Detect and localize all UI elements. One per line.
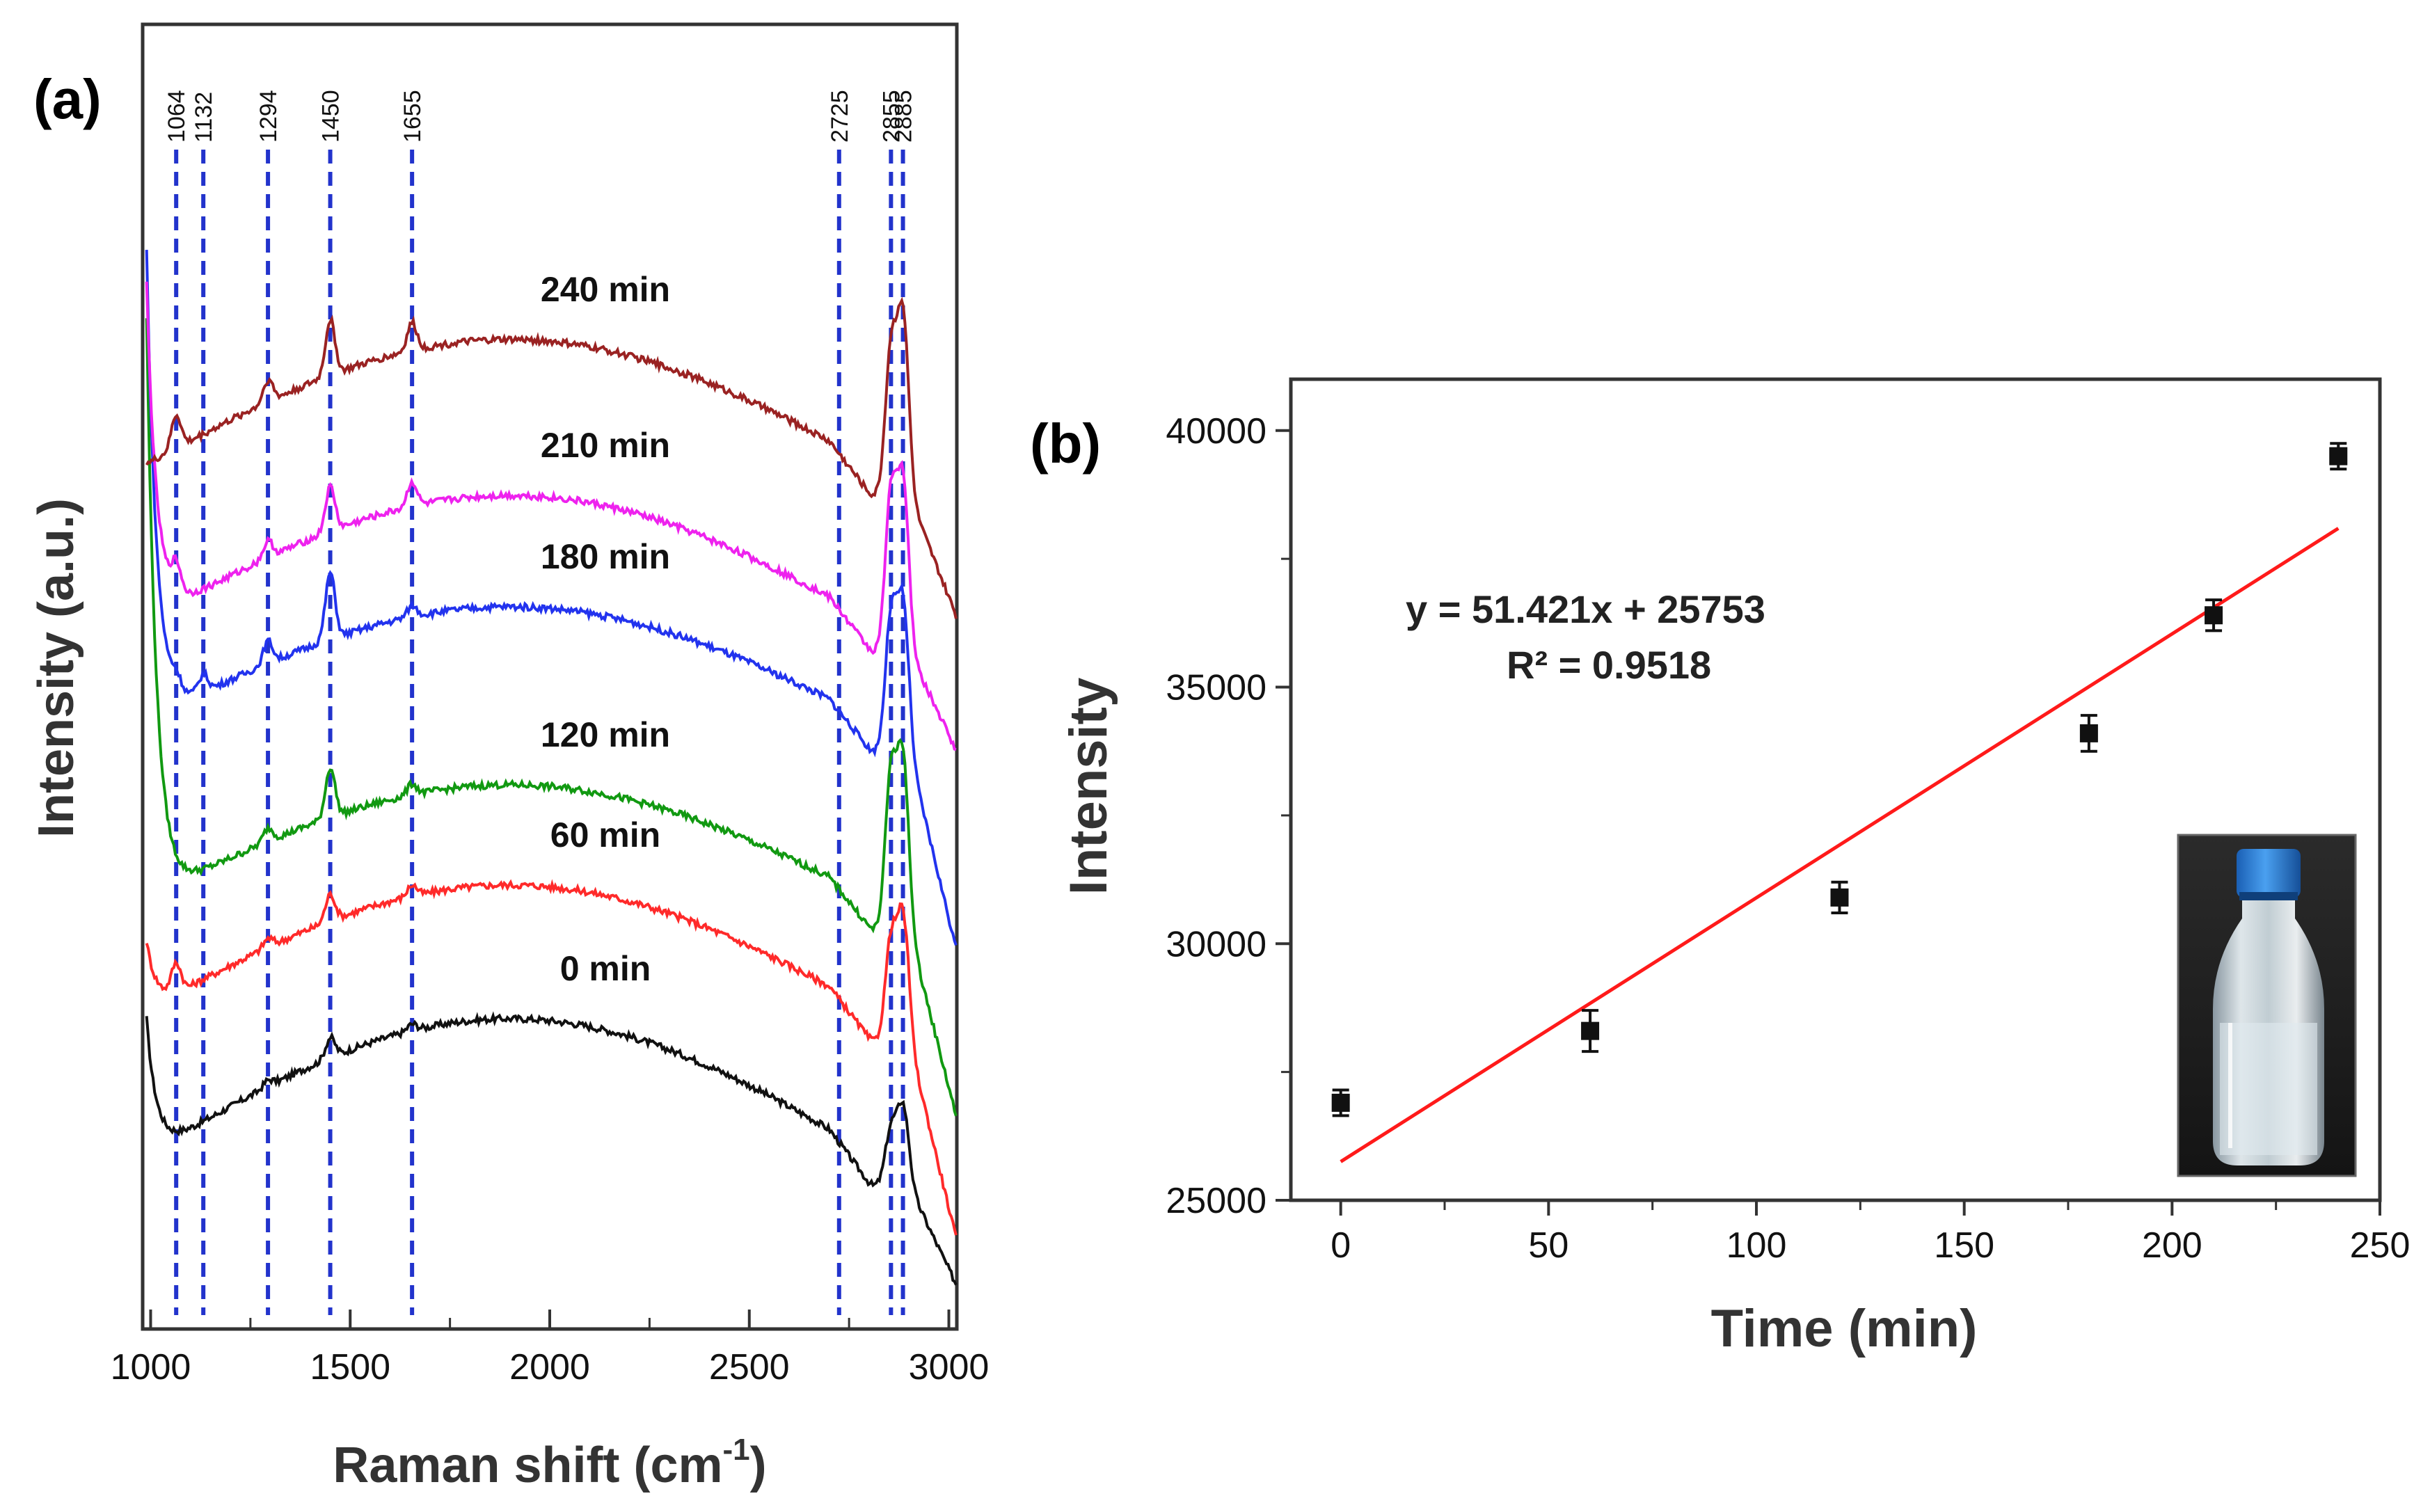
panel-a-x-tick-label: 3000 xyxy=(909,1347,990,1387)
panel-a-xlabel-sup: -1 xyxy=(723,1433,750,1467)
data-point xyxy=(2205,606,2223,625)
fit-r-squared: R² = 0.9518 xyxy=(1507,643,1711,687)
series-label-60-min: 60 min xyxy=(550,815,660,854)
panel-b-xlabel: Time (min) xyxy=(1711,1299,1978,1358)
panel-b-y-tick-label: 35000 xyxy=(1166,668,1266,708)
data-point xyxy=(2079,724,2098,742)
series-label-210-min: 210 min xyxy=(541,426,670,465)
linear-fit-line xyxy=(1340,527,2340,1163)
series-label-120-min: 120 min xyxy=(541,715,670,754)
spectrum-210-min xyxy=(145,281,957,751)
panel-b-x-tick-label: 150 xyxy=(1934,1225,1994,1266)
data-point xyxy=(1581,1021,1600,1040)
peak-label-1294: 1294 xyxy=(255,90,282,143)
panel-b-ticks: 0 50 100 150 200 250 25000 30000 35000 40000 xyxy=(1166,411,2410,1266)
panel-b-data-points xyxy=(1331,442,2348,1117)
panel-a-ylabel: Intensity (a.u.) xyxy=(29,498,84,838)
data-point xyxy=(1830,888,1849,907)
peak-label-2725: 2725 xyxy=(827,90,853,143)
panel-b-fit-line xyxy=(1340,527,2340,1163)
panel-a-xlabel-main: Raman shift (cm xyxy=(333,1438,722,1493)
panel-b-y-tick-label: 25000 xyxy=(1166,1181,1266,1221)
panel-a-xlabel: Raman shift (cm-1) xyxy=(333,1433,766,1493)
panel-b-x-tick-label: 250 xyxy=(2350,1225,2411,1266)
panel-b: (b) 0 50 100 150 200 25025000300003500040000 … xyxy=(1030,377,2410,1358)
panel-a-series-labels: 0 min 60 min 120 min 180 min 210 min 240 min xyxy=(541,270,670,988)
panel-a-x-ticks: 1000 1500 2000 2500 3000 xyxy=(111,1310,990,1387)
panel-b-y-tick-label: 40000 xyxy=(1166,411,1266,452)
spectrum-240-min xyxy=(145,296,958,619)
panel-a-spectra xyxy=(145,250,958,1286)
panel-a-x-tick-label: 2500 xyxy=(709,1347,790,1387)
panel-b-y-tick-label: 30000 xyxy=(1166,924,1266,964)
panel-a-xlabel-close: ) xyxy=(750,1438,767,1493)
panel-a-x-tick-label: 1500 xyxy=(310,1347,390,1387)
peak-label-1132: 1132 xyxy=(191,92,217,143)
panel-b-x-tick-label: 0 xyxy=(1331,1225,1351,1266)
peak-label-2855: 2855 xyxy=(878,90,905,143)
spectrum-120-min xyxy=(145,318,958,1117)
peak-label-1450: 1450 xyxy=(318,90,344,143)
fit-equation: y = 51.421x + 25753 xyxy=(1406,587,1765,631)
series-label-180-min: 180 min xyxy=(541,537,670,576)
panel-a-label: (a) xyxy=(33,68,102,130)
panel-b-x-tick-label: 200 xyxy=(2142,1225,2202,1266)
panel-a-peak-lines xyxy=(174,150,905,1315)
peak-label-1064: 1064 xyxy=(164,90,190,143)
spectrum-180-min xyxy=(145,250,958,946)
peak-label-1655: 1655 xyxy=(399,90,426,143)
spectrum-0-min xyxy=(145,1011,958,1286)
panel-b-x-tick-label: 100 xyxy=(1726,1225,1787,1266)
data-point xyxy=(2329,447,2348,465)
panel-b-x-tick-label: 50 xyxy=(1528,1225,1569,1266)
panel-b-ylabel: Intensity xyxy=(1059,678,1118,896)
panel-a-x-tick-label: 1000 xyxy=(111,1347,191,1387)
spectrum-60-min xyxy=(145,879,958,1236)
peak-label-2885: 2885 xyxy=(891,90,917,143)
data-point xyxy=(1331,1093,1350,1112)
panel-a-x-tick-label: 2000 xyxy=(509,1347,590,1387)
series-label-240-min: 240 min xyxy=(541,270,670,309)
panel-b-frame xyxy=(1289,377,2382,1202)
bottle-photo-inset xyxy=(2177,834,2357,1177)
panel-a-frame xyxy=(141,22,959,1331)
series-label-0-min: 0 min xyxy=(560,949,651,988)
panel-b-label: (b) xyxy=(1030,413,1101,475)
